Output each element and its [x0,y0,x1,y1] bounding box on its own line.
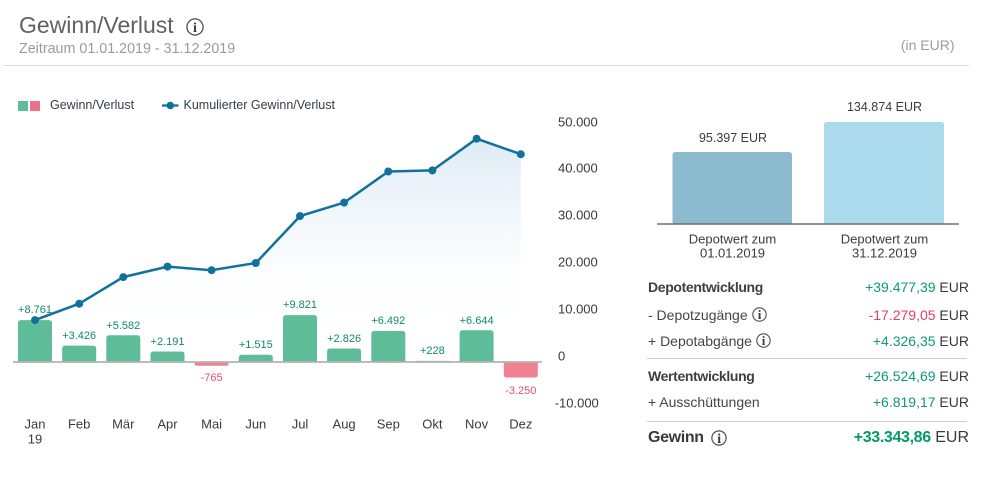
svg-text:i: i [762,333,766,348]
svg-text:i: i [757,307,761,322]
svg-text:i: i [193,21,197,36]
svg-text:i: i [717,431,721,446]
